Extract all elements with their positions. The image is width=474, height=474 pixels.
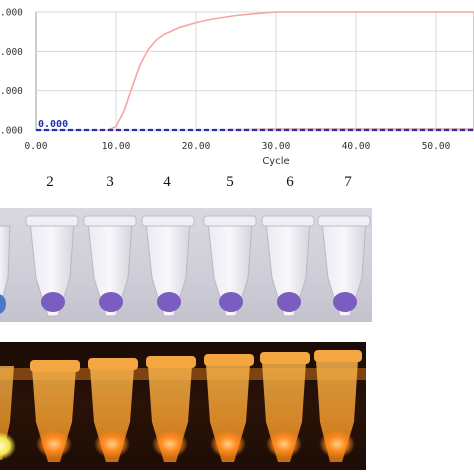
lane-number: 4 bbox=[163, 174, 171, 190]
colorimetric-tubes-photo bbox=[0, 208, 372, 322]
glow-tube-4 bbox=[146, 356, 196, 462]
lane-number-row: 2 3 4 5 6 7 bbox=[0, 172, 474, 204]
x-tick-label: 20.00 bbox=[182, 141, 211, 152]
tube-6 bbox=[261, 215, 315, 317]
glow-tube-5 bbox=[204, 354, 254, 462]
x-tick-label: 10.00 bbox=[102, 141, 131, 152]
glow-tube-2 bbox=[30, 360, 80, 462]
lane-number: 2 bbox=[46, 174, 54, 190]
tube-5 bbox=[203, 215, 257, 317]
x-tick-label: 40.00 bbox=[342, 141, 371, 152]
x-axis-title: Cycle bbox=[262, 156, 289, 167]
threshold-label: 0.000 bbox=[38, 119, 68, 130]
y-tick-label: .000 bbox=[0, 126, 23, 137]
fluorescence-tubes-drawing bbox=[0, 350, 366, 462]
tube-3 bbox=[83, 215, 137, 317]
y-tick-label: .000 bbox=[0, 47, 23, 58]
glow-tube-3 bbox=[88, 358, 138, 462]
tube-4 bbox=[141, 215, 195, 317]
x-tick-label: 30.00 bbox=[262, 141, 291, 152]
lane-number: 5 bbox=[226, 174, 234, 190]
fluorescence-tubes-photo bbox=[0, 342, 366, 470]
x-tick-label: 50.00 bbox=[422, 141, 451, 152]
lane-number: 3 bbox=[106, 174, 114, 190]
y-tick-label: .000 bbox=[0, 86, 23, 97]
tube-1 bbox=[0, 225, 11, 314]
lane-number: 6 bbox=[286, 174, 294, 190]
glow-tube-6 bbox=[260, 352, 310, 462]
colorimetric-tubes-drawing bbox=[0, 215, 371, 317]
tube-2 bbox=[25, 215, 79, 317]
series-line-1 bbox=[36, 11, 474, 131]
glow-tube-1 bbox=[0, 366, 16, 460]
amplification-chart: 0.00 10.00 20.00 30.00 40.00 50.00 .000 .000 .00… bbox=[0, 0, 474, 172]
plot-frame bbox=[35, 11, 474, 131]
glow-tube-7 bbox=[314, 350, 362, 462]
x-tick-label: 0.00 bbox=[25, 141, 48, 152]
tube-7 bbox=[317, 215, 371, 317]
lane-number: 7 bbox=[344, 174, 352, 190]
amplification-plot-svg: 0.00 10.00 20.00 30.00 40.00 50.00 .000 .000 .00… bbox=[0, 8, 474, 167]
y-tick-label: .000 bbox=[0, 8, 23, 19]
